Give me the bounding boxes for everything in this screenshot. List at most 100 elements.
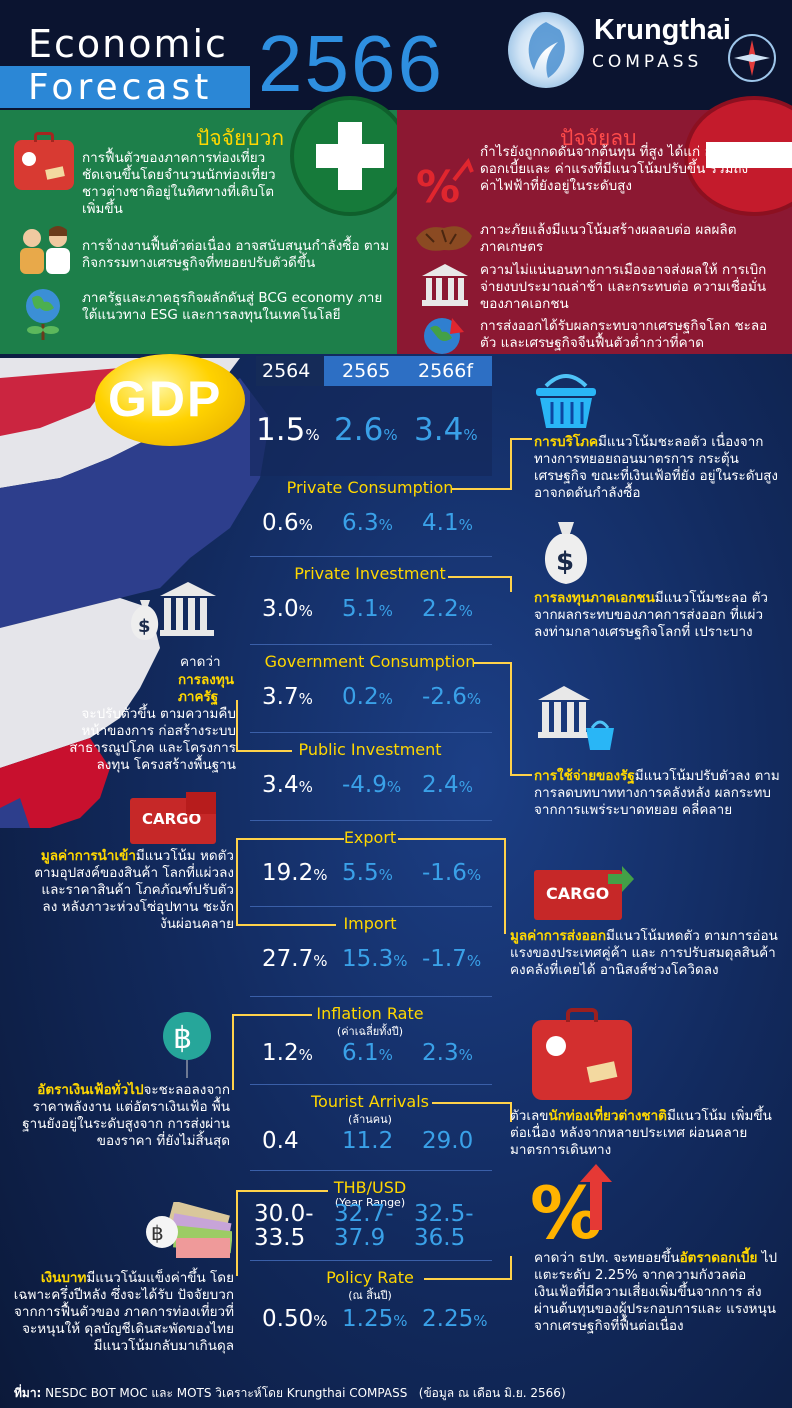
indicator-value: -1.6% bbox=[422, 860, 482, 886]
row-separator bbox=[250, 1084, 492, 1085]
indicator-label: Tourist Arrivals bbox=[310, 1092, 430, 1111]
shopping-basket-icon bbox=[532, 370, 600, 432]
indicator-value: 19.2% bbox=[262, 860, 328, 886]
svg-text:$: $ bbox=[138, 616, 151, 637]
bcg-globe-icon bbox=[14, 284, 72, 342]
leader-govcons-v bbox=[510, 662, 512, 776]
leader-pubinv-v bbox=[236, 700, 238, 752]
leader-govcons-h bbox=[510, 774, 532, 776]
indicator-sublabel: (ล้านคน) bbox=[348, 1113, 392, 1126]
indicator-value: 2.4% bbox=[422, 772, 473, 798]
leader-infl-v bbox=[232, 1014, 234, 1090]
leader-export bbox=[398, 838, 506, 840]
indicator-label: Government Consumption bbox=[264, 652, 476, 671]
indicator-value: 3.0% bbox=[262, 596, 313, 622]
note-baht: เงินบาทมีแนวโน้มแข็งค่าขึ้น โดยเฉพาะครึ่… bbox=[13, 1270, 234, 1354]
indicator-value: 2.25% bbox=[422, 1306, 488, 1332]
import-cargo-label: CARGO bbox=[142, 810, 202, 828]
suitcase-tourist-icon bbox=[532, 1008, 632, 1100]
note-consumption: การบริโภคมีแนวโน้มชะลอตัว เนื่องจากทางกา… bbox=[534, 434, 778, 501]
indicator-value: 11.2 bbox=[342, 1128, 394, 1154]
leader-import-v bbox=[236, 838, 238, 926]
indicator-value: -4.9% bbox=[342, 772, 402, 798]
row-separator bbox=[250, 644, 492, 645]
row-separator bbox=[250, 732, 492, 733]
year-2566f: 2566f bbox=[418, 360, 474, 382]
indicator-value: 15.3% bbox=[342, 946, 408, 972]
interest-rate-icon: % bbox=[530, 1160, 620, 1255]
import-cargo-icon: CARGO bbox=[130, 792, 216, 844]
svg-text:฿: ฿ bbox=[151, 1221, 164, 1245]
indicator-value: 5.5% bbox=[342, 860, 393, 886]
row-separator bbox=[250, 1260, 492, 1261]
indicator-value: 0.2% bbox=[342, 684, 393, 710]
indicator-value: 32.7- 37.9 bbox=[334, 1201, 394, 1251]
note-inflation: อัตราเงินเฟ้อทั่วไปจะชะลอลงจาก ราคาพลังง… bbox=[22, 1082, 230, 1149]
row-separator bbox=[250, 556, 492, 557]
indicator-label: Public Investment bbox=[298, 740, 442, 759]
indicator-value: 6.3% bbox=[342, 510, 393, 536]
title-forecast: Forecast bbox=[28, 67, 213, 108]
indicator-value: 29.0 bbox=[422, 1128, 474, 1154]
indicator-label: Export bbox=[343, 828, 397, 847]
indicator-value: 4.1% bbox=[422, 510, 473, 536]
note-import: มูลค่าการนำเข้ามีแนวโน้ม หดตัวตามอุปสงค์… bbox=[34, 848, 234, 932]
leader-rate-v bbox=[510, 1256, 512, 1280]
gdp-badge-label: GDP bbox=[108, 371, 223, 427]
suitcase-icon bbox=[14, 132, 74, 190]
note-gov-invest: จะปรับตัวขึ้น ตามความคืบหน้าของการ ก่อสร… bbox=[69, 706, 236, 773]
leader-pinvest-v bbox=[510, 576, 512, 592]
leader-rate bbox=[424, 1278, 510, 1280]
export-cargo-icon: CARGO bbox=[534, 866, 634, 920]
leader-import bbox=[236, 924, 336, 926]
note-private-investment: การลงทุนภาคเอกชนมีแนวโน้มชะลอ ตัวจากผลกร… bbox=[534, 590, 769, 640]
indicator-label: Private Investment bbox=[294, 564, 446, 583]
footer-source: ที่มา: NESDC BOT MOC และ MOTS วิเคราะห์โ… bbox=[14, 1386, 566, 1400]
negative-item-1: กำไรยังถูกกดดันจากต้นทุน ที่สูง ได้แก่ อ… bbox=[480, 144, 749, 194]
minus-icon-bar bbox=[706, 142, 792, 168]
svg-text:%: % bbox=[416, 162, 460, 212]
row-separator bbox=[250, 1170, 492, 1171]
row-separator bbox=[250, 906, 492, 907]
indicator-value: 27.7% bbox=[262, 946, 328, 972]
negative-item-2: ภาวะภัยแล้งมีแนวโน้มสร้างผลลบต่อ ผลผลิตภ… bbox=[480, 222, 737, 255]
note-export: มูลค่าการส่งออกมีแนวโน้มหดตัว ตามการอ่อน… bbox=[510, 928, 778, 978]
leader-tour bbox=[432, 1102, 510, 1104]
svg-text:฿: ฿ bbox=[173, 1021, 192, 1056]
indicator-value: 5.1% bbox=[342, 596, 393, 622]
leader-pubinv bbox=[236, 750, 292, 752]
plus-icon-v bbox=[338, 122, 362, 190]
leader-govcons bbox=[474, 662, 510, 664]
government-building-icon-small bbox=[420, 262, 470, 308]
title-economic: Economic bbox=[28, 22, 228, 66]
leader-pinvest bbox=[448, 576, 510, 578]
positive-item-3: ภาครัฐและภาคธุรกิจผลักดันสู่ BCG economy… bbox=[82, 290, 383, 323]
title-forecast-band bbox=[0, 66, 250, 108]
positive-item-1: การฟื้นตัวของภาคการท่องเที่ยว ชัดเจนขึ้น… bbox=[82, 150, 276, 217]
leader-infl bbox=[232, 1014, 312, 1016]
gdp-value-2565: 2.6% bbox=[334, 412, 398, 448]
indicator-value: 30.0- 33.5 bbox=[254, 1201, 314, 1251]
indicator-value: 0.4 bbox=[262, 1128, 299, 1154]
brand-name: Krungthai bbox=[594, 14, 731, 46]
negative-title: ปัจจัยลบ bbox=[560, 126, 637, 150]
employees-icon bbox=[14, 224, 76, 276]
compass-icon bbox=[728, 34, 776, 82]
gdp-value-2566f: 3.4% bbox=[414, 412, 478, 448]
leader-thb-v bbox=[236, 1190, 238, 1276]
indicator-value: -1.7% bbox=[422, 946, 482, 972]
baht-balloon-icon: ฿ bbox=[158, 1010, 216, 1080]
indicator-value: 1.25% bbox=[342, 1306, 408, 1332]
leader-consumption-v bbox=[510, 438, 512, 490]
note-policy-rate: คาดว่า ธปท. จะทยอยขึ้นอัตราดอกเบี้ย ไปแต… bbox=[534, 1250, 778, 1334]
world-falling-icon bbox=[416, 312, 472, 356]
note-gov-invest-pre: คาดว่า bbox=[180, 654, 221, 670]
indicator-value: 0.6% bbox=[262, 510, 313, 536]
banknotes-icon: ฿ bbox=[140, 1200, 233, 1264]
indicator-label: Private Consumption bbox=[286, 478, 454, 497]
indicator-value: 3.7% bbox=[262, 684, 313, 710]
note-tourists: ตัวเลขนักท่องเที่ยวต่างชาติมีแนวโน้ม เพิ… bbox=[510, 1108, 772, 1158]
indicator-value: 0.50% bbox=[262, 1306, 328, 1332]
title-year: 2566 bbox=[258, 19, 444, 108]
row-separator bbox=[250, 820, 492, 821]
